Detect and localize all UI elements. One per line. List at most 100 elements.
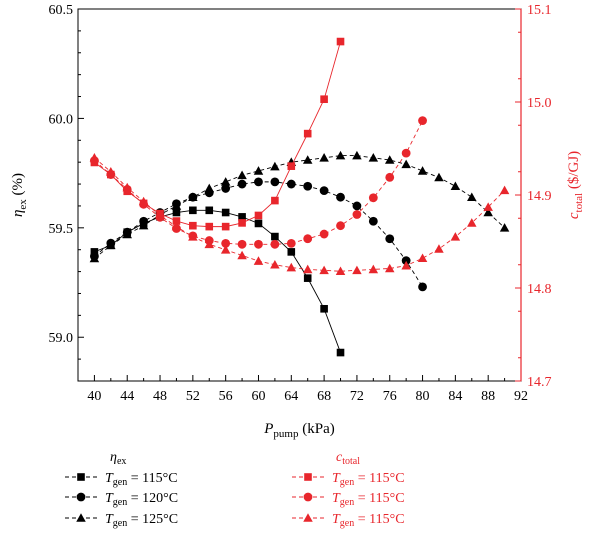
data-point (483, 207, 493, 217)
data-point (254, 177, 263, 187)
y-left-tick-label: 60.5 (49, 3, 74, 18)
data-point (254, 239, 263, 249)
data-point (319, 186, 329, 196)
x-tick-label: 72 (350, 389, 364, 404)
data-point (336, 348, 345, 357)
data-point (89, 153, 100, 162)
legend-item: Tgen = 115°C (292, 471, 405, 488)
y-right-tick-label: 14.8 (527, 282, 552, 297)
data-point (270, 177, 280, 187)
data-point (188, 192, 198, 201)
data-point (237, 239, 247, 249)
data-point (270, 161, 280, 171)
x-tick-label: 80 (416, 389, 430, 404)
x-tick-label: 84 (448, 389, 462, 404)
data-point (418, 116, 427, 125)
data-point (319, 153, 329, 162)
data-point (384, 155, 395, 164)
legend-item: Tgen = 125°C (65, 512, 178, 529)
x-tick-label: 88 (481, 389, 495, 404)
data-point (271, 196, 279, 205)
data-point (434, 244, 444, 253)
data-point (189, 221, 197, 230)
data-point (286, 262, 297, 272)
series-ctotal-triangle (89, 153, 510, 276)
data-point (499, 185, 510, 195)
y-left-tick-label: 60.0 (49, 112, 74, 127)
data-point (106, 167, 116, 176)
data-point (450, 232, 461, 241)
data-point (434, 172, 444, 182)
legend-items: Tgen = 115°C Tgen = 120°C Tgen = 125°C Tgen… (65, 471, 405, 529)
data-point (172, 217, 181, 225)
plot-frame (77, 8, 522, 382)
x-tick-label: 44 (120, 389, 134, 404)
data-point (254, 219, 263, 228)
series-line (94, 41, 341, 228)
series-layer (89, 37, 510, 357)
y-left-tick-label: 59.0 (49, 331, 74, 346)
y-right-tick-label: 14.9 (527, 189, 552, 204)
data-point (237, 170, 247, 180)
data-point (319, 265, 329, 275)
data-point (253, 166, 264, 175)
legend-label: Tgen = 115°C (332, 491, 405, 508)
x-tick-label: 60 (251, 389, 265, 404)
data-point (320, 95, 328, 104)
legend-label: Tgen = 115°C (332, 512, 405, 529)
data-point (76, 492, 86, 502)
y-right-tick-label: 15.1 (527, 3, 552, 18)
data-point (304, 473, 312, 481)
data-point (221, 222, 230, 231)
series-ctotal-square (90, 37, 345, 231)
data-point (303, 492, 313, 502)
data-point (106, 240, 116, 250)
data-point (303, 129, 312, 138)
x-tick-label: 92 (514, 389, 528, 404)
data-point (286, 238, 296, 248)
data-point (303, 181, 313, 191)
legend-item: Tgen = 120°C (65, 491, 178, 508)
data-point (450, 181, 461, 191)
data-point (205, 206, 214, 215)
data-point (401, 256, 411, 266)
data-point (352, 265, 362, 275)
data-point (385, 234, 395, 244)
x-axis-label: Ppump (kPa) (263, 421, 334, 440)
data-point (171, 221, 182, 231)
data-point (467, 192, 477, 201)
data-point (483, 202, 493, 211)
data-point (189, 206, 197, 215)
data-point (286, 179, 296, 189)
data-point (155, 210, 165, 220)
data-point (287, 162, 296, 170)
data-point (303, 513, 313, 522)
data-point (254, 211, 263, 220)
x-tick-label: 40 (87, 389, 101, 404)
data-point (270, 239, 280, 249)
legend-right-title: ctotal (336, 450, 360, 467)
data-point (89, 253, 100, 263)
axes-layer: 40 44 48 52 56 60 64 68 72 76 80 84 88 92 59.0 59.5 60.0… (49, 3, 552, 404)
data-point (138, 220, 149, 230)
data-point (401, 148, 411, 158)
data-point (303, 274, 312, 282)
legend-label: Tgen = 115°C (332, 471, 405, 488)
legend-label: Tgen = 125°C (105, 512, 178, 529)
data-point (368, 193, 378, 203)
y-right-axis-label: ctotal ($/GJ) (566, 151, 585, 219)
x-tick-label: 76 (383, 389, 397, 404)
legend-left-title: ηex (110, 450, 126, 467)
data-point (335, 150, 346, 160)
data-point (499, 223, 510, 232)
data-point (368, 264, 379, 274)
x-tick-label: 48 (153, 389, 167, 404)
data-point (467, 218, 477, 227)
data-point (384, 263, 395, 273)
data-point (205, 222, 214, 231)
data-point (271, 232, 279, 241)
data-point (303, 234, 313, 244)
data-point (319, 229, 329, 239)
data-point (417, 253, 428, 263)
series-line (94, 155, 505, 259)
